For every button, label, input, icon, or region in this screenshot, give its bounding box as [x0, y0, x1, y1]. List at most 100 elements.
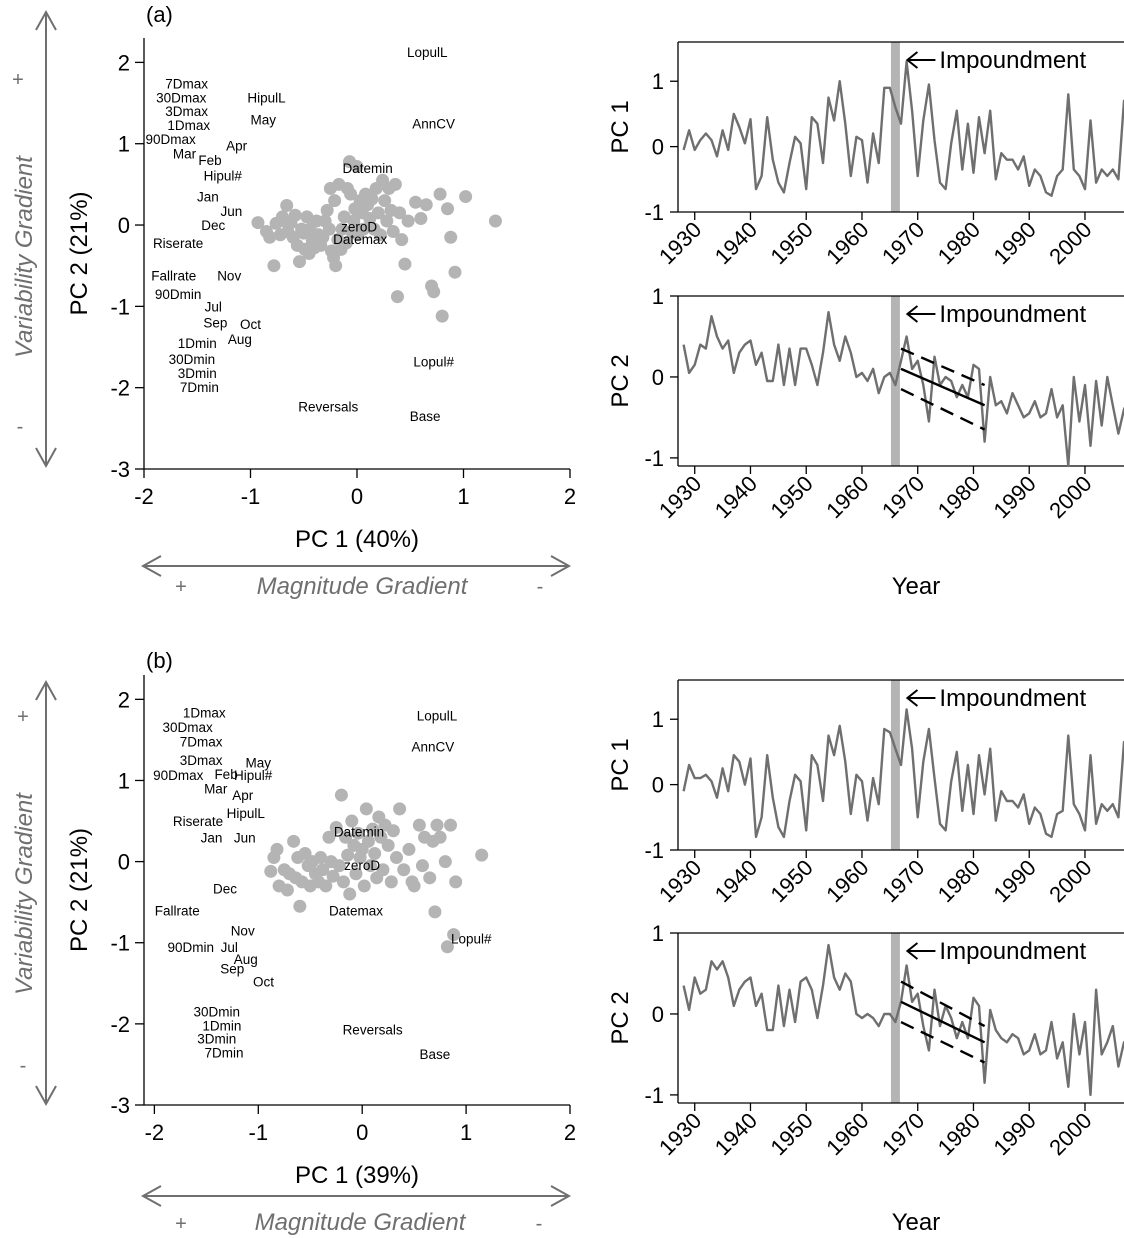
variable-label: zeroD: [344, 858, 380, 873]
x-tick-label: 1940: [710, 1108, 762, 1160]
data-point: [427, 285, 441, 299]
x-tick-label: 1950: [765, 1108, 817, 1160]
variable-label: 90Dmax: [145, 132, 196, 147]
data-point: [430, 818, 444, 832]
x-tick-label: 1990: [988, 471, 1040, 523]
x-tick-label: 1990: [988, 1108, 1040, 1160]
y-tick-label: 2: [118, 687, 130, 712]
data-point: [319, 879, 333, 893]
pc2-timeseries-b: -1 0 1 1930 1940 1950 1960 1970 1980 1990 2000 PC 2…: [607, 921, 1124, 1160]
data-point: [402, 842, 416, 856]
variable-label: AnnCV: [411, 739, 454, 754]
data-point: [322, 830, 336, 844]
y-axis-title: PC 2 (21%): [66, 191, 93, 315]
variable-label: Jan: [201, 830, 223, 845]
variable-label: 3Dmin: [197, 1031, 236, 1046]
y-tick-label: -2: [110, 376, 130, 401]
trend-lower-bound: [900, 1020, 986, 1064]
variable-label: 1Dmin: [178, 336, 217, 351]
x-tick-label: 1930: [654, 1108, 706, 1160]
x-tick-label: 2: [564, 484, 576, 509]
x-tick-label: 1970: [877, 855, 929, 907]
magnitude-arrow-a-left-head: [140, 555, 162, 577]
trend-upper-bound: [900, 347, 986, 387]
variable-label: 1Dmax: [167, 118, 210, 133]
variable-label: Reversals: [298, 399, 358, 414]
data-point: [388, 177, 402, 191]
variable-label: 7Dmin: [204, 1045, 243, 1060]
x-tick-label: 1960: [821, 471, 873, 523]
variability-arrow-a-bottom-head: [35, 447, 57, 469]
variable-label: Reversals: [343, 1023, 403, 1038]
data-point: [339, 236, 353, 250]
variable-label: 90Dmin: [167, 940, 214, 955]
data-point: [329, 259, 343, 273]
x-axis-title: PC 1 (40%): [295, 526, 419, 553]
data-point: [344, 187, 358, 201]
x-tick-label: 0: [356, 1120, 368, 1145]
variable-label: LopulL: [407, 45, 448, 60]
variable-label: 1Dmin: [202, 1018, 241, 1033]
data-point: [349, 867, 363, 881]
variable-label: 30Dmax: [156, 90, 207, 105]
variable-label: 3Dmin: [178, 366, 217, 381]
data-point: [423, 871, 437, 885]
year-axis-title-b: Year: [892, 1209, 941, 1236]
data-point: [449, 875, 463, 889]
magnitude-plus-sign-b: +: [175, 1213, 187, 1235]
data-point: [359, 802, 373, 816]
data-point: [347, 214, 361, 228]
y-tick-label: 2: [118, 50, 130, 75]
x-tick-label: 1980: [933, 1108, 985, 1160]
data-point: [389, 851, 403, 865]
variable-label: Lopul#: [451, 932, 492, 947]
x-tick-label: 1970: [877, 471, 929, 523]
variable-label: 7Dmin: [180, 380, 219, 395]
data-point: [433, 830, 447, 844]
data-point: [339, 830, 353, 844]
data-point: [373, 228, 387, 242]
variable-label: Datemax: [329, 903, 383, 918]
variability-arrow-b-bottom-head: [35, 1085, 57, 1107]
data-point: [280, 199, 294, 213]
impoundment-arrow-head: [905, 942, 919, 960]
data-point: [332, 859, 346, 873]
series-line: [682, 708, 1124, 839]
series-line: [682, 943, 1124, 1097]
variable-label: Apr: [232, 788, 254, 803]
y-axis-title: PC 2 (21%): [66, 828, 93, 952]
variable-label: Nov: [217, 268, 241, 283]
x-tick-label: 1940: [710, 855, 762, 907]
x-tick-label: 1950: [765, 855, 817, 907]
data-point: [334, 788, 348, 802]
variable-label: Fallrate: [151, 268, 196, 283]
y-tick-label: 0: [652, 365, 664, 390]
variable-label: Dec: [213, 881, 237, 896]
variability-arrow-b-top-head: [35, 679, 57, 701]
data-point: [378, 194, 392, 208]
impoundment-band: [890, 680, 900, 850]
data-point: [350, 159, 364, 173]
data-point: [428, 905, 442, 919]
gradient-annotations-a: + - Variability Gradient + - Magnitude G…: [11, 9, 572, 600]
x-tick-label: -1: [241, 484, 261, 509]
x-tick-label: 1960: [821, 855, 873, 907]
data-point: [412, 818, 426, 832]
x-tick-label: 1970: [877, 217, 929, 269]
data-point: [395, 233, 409, 247]
variable-label: 3Dmax: [180, 753, 223, 768]
data-point: [397, 863, 411, 877]
y-axis-title: PC 2: [607, 354, 634, 407]
variable-label: May: [251, 112, 277, 127]
data-point: [488, 214, 502, 228]
x-tick-label: 1990: [988, 855, 1040, 907]
impoundment-label: Impoundment: [939, 938, 1086, 965]
magnitude-minus-sign-b: -: [536, 1213, 543, 1235]
variable-label: 7Dmax: [180, 735, 223, 750]
magnitude-minus-sign-a: -: [537, 576, 544, 598]
data-point: [320, 203, 334, 217]
panel-label-b: (b): [146, 648, 173, 673]
